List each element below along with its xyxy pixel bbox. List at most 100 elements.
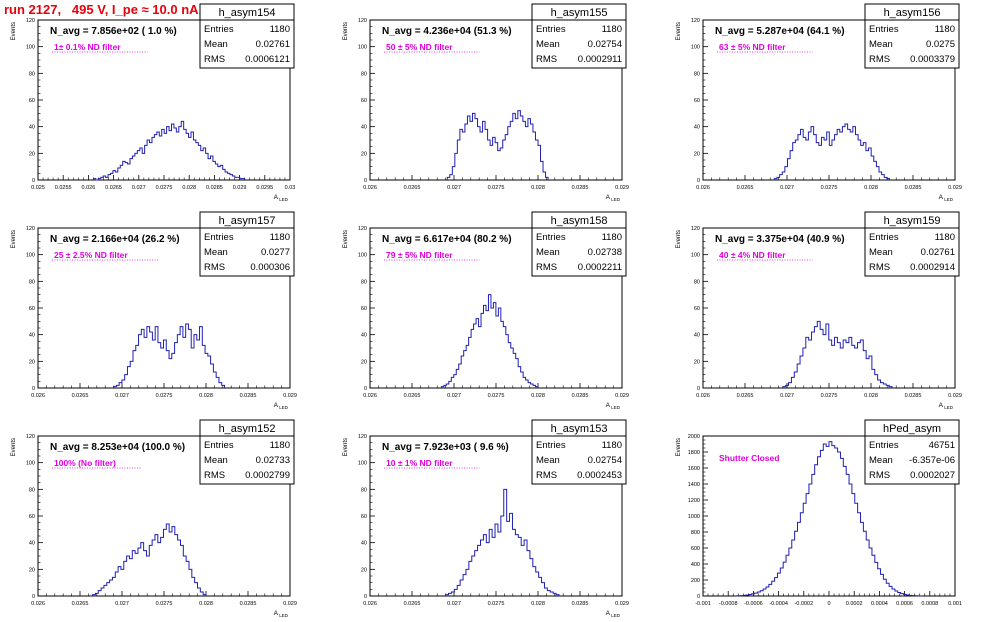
y-axis-label: Events <box>676 230 682 248</box>
stats-value: -6.357e-06 <box>909 455 955 466</box>
stats-label: Mean <box>536 455 560 466</box>
stats-value: 0.02733 <box>256 455 290 466</box>
x-tick-label: 0.0295 <box>256 185 273 191</box>
x-tick-label: 0.028 <box>864 185 878 191</box>
y-tick-label: 20 <box>694 151 700 157</box>
x-tick-label: 0.0285 <box>240 393 257 399</box>
y-tick-label: 1400 <box>688 482 700 488</box>
y-tick-label: 80 <box>361 279 367 285</box>
histogram-panel-hPed_asym: 0 200 400 600 800 1000 1200 1400 1600 1800 2000 -0.… <box>676 419 962 607</box>
stats-value: 1180 <box>270 232 290 243</box>
x-axis-label: A LED <box>939 194 954 202</box>
y-tick-label: 100 <box>26 253 35 259</box>
stats-title: h_asym155 <box>551 7 608 19</box>
y-tick-label: 0 <box>32 594 35 600</box>
filter-annotation: 25 ± 2.5% ND filter <box>54 250 128 260</box>
histogram-line <box>773 123 890 180</box>
y-tick-label: 60 <box>29 514 35 520</box>
x-tick-label: 0.0008 <box>921 601 938 607</box>
y-tick-label: 400 <box>691 562 700 568</box>
stats-value: 1180 <box>602 24 622 35</box>
y-tick-label: 1600 <box>688 466 700 472</box>
x-tick-label: 0.028 <box>864 393 878 399</box>
stats-label: Mean <box>204 39 228 50</box>
n-avg-label: N_avg = 8.253e+04 (100.0 %) <box>50 442 185 453</box>
y-tick-label: 120 <box>358 18 367 24</box>
histogram-line <box>113 323 225 388</box>
x-tick-label: 0.0285 <box>206 185 223 191</box>
stats-title: h_asym153 <box>551 423 608 435</box>
stats-value: 0.02761 <box>256 39 290 50</box>
x-axis-label: A LED <box>606 194 621 202</box>
x-tick-label: 0.029 <box>283 601 297 607</box>
x-tick-label: 0.0255 <box>55 185 72 191</box>
y-tick-label: 60 <box>361 98 367 104</box>
histogram-panel-h_asym153: 0 20 40 60 80 100 120 0.026 0.0265 0.027 0.0275 0.0… <box>343 419 629 618</box>
x-tick-label: 0.027 <box>447 601 461 607</box>
y-tick-label: 120 <box>358 434 367 440</box>
y-axis-label: Events <box>343 230 349 248</box>
x-tick-label: 0.0275 <box>156 393 173 399</box>
y-tick-label: 40 <box>361 333 367 339</box>
stats-value: 1180 <box>270 24 290 35</box>
stats-label: Mean <box>536 247 560 258</box>
y-tick-label: 0 <box>697 178 700 184</box>
histogram-line <box>782 320 893 388</box>
y-tick-label: 0 <box>32 386 35 392</box>
x-tick-label: -0.001 <box>695 601 711 607</box>
x-tick-label: 0.027 <box>132 185 146 191</box>
stats-box <box>864 211 960 277</box>
histogram-line <box>440 294 539 388</box>
filter-annotation: 1± 0.1% ND filter <box>54 42 121 52</box>
y-tick-label: 80 <box>29 279 35 285</box>
stats-label: Entries <box>869 232 899 243</box>
y-axis-label: Events <box>676 22 682 40</box>
x-tick-label: 0.0275 <box>488 185 505 191</box>
x-tick-label: 0.026 <box>31 601 45 607</box>
x-tick-label: 0.0265 <box>404 601 421 607</box>
y-tick-label: 20 <box>29 151 35 157</box>
x-tick-label: 0.0265 <box>72 393 89 399</box>
x-tick-label: 0.026 <box>696 393 710 399</box>
n-avg-label: N_avg = 7.856e+02 ( 1.0 %) <box>50 26 177 37</box>
y-tick-label: 20 <box>361 359 367 365</box>
x-tick-label: 0.029 <box>615 185 629 191</box>
filter-annotation: 40 ± 4% ND filter <box>719 250 786 260</box>
y-tick-label: 20 <box>361 567 367 573</box>
x-tick-label: 0.028 <box>199 393 213 399</box>
y-tick-label: 120 <box>26 18 35 24</box>
y-tick-label: 0 <box>697 594 700 600</box>
x-tick-label: -0.0004 <box>769 601 788 607</box>
x-tick-label: 0.0275 <box>821 393 838 399</box>
stats-label: Mean <box>869 247 893 258</box>
x-axis-label: A LED <box>274 194 289 202</box>
histogram-line <box>445 488 560 596</box>
stats-value: 0.0002911 <box>578 54 622 65</box>
histogram-panel-h_asym152: 0 20 40 60 80 100 120 0.026 0.0265 0.027 0.0275 0.0… <box>11 419 297 618</box>
y-axis-label: Events <box>343 438 349 456</box>
filter-annotation: 10 ± 1% ND filter <box>386 458 453 468</box>
x-tick-label: 0.026 <box>82 185 96 191</box>
stats-value: 1180 <box>935 232 955 243</box>
x-tick-label: 0.026 <box>363 185 377 191</box>
x-tick-label: 0.001 <box>948 601 962 607</box>
stats-box <box>199 211 295 277</box>
x-tick-label: 0.028 <box>531 601 545 607</box>
x-tick-label: 0.0275 <box>156 185 173 191</box>
y-tick-label: 60 <box>694 306 700 312</box>
stats-value: 1180 <box>602 440 622 451</box>
x-tick-label: 0.0285 <box>572 185 589 191</box>
stats-label: Entries <box>869 440 899 451</box>
y-tick-label: 80 <box>29 487 35 493</box>
histogram-panel-h_asym157: 0 20 40 60 80 100 120 0.026 0.0265 0.027 0.0275 0.0… <box>11 211 297 410</box>
x-tick-label: 0.0006 <box>896 601 913 607</box>
y-tick-label: 60 <box>29 98 35 104</box>
stats-label: RMS <box>204 262 225 273</box>
x-tick-label: 0.029 <box>615 393 629 399</box>
y-tick-label: 120 <box>26 226 35 232</box>
stats-value: 0.0003379 <box>910 54 955 65</box>
stats-label: RMS <box>204 54 225 65</box>
x-tick-label: 0.027 <box>780 393 794 399</box>
n-avg-label: N_avg = 7.923e+03 ( 9.6 %) <box>382 442 509 453</box>
filter-annotation: 50 ± 5% ND filter <box>386 42 453 52</box>
